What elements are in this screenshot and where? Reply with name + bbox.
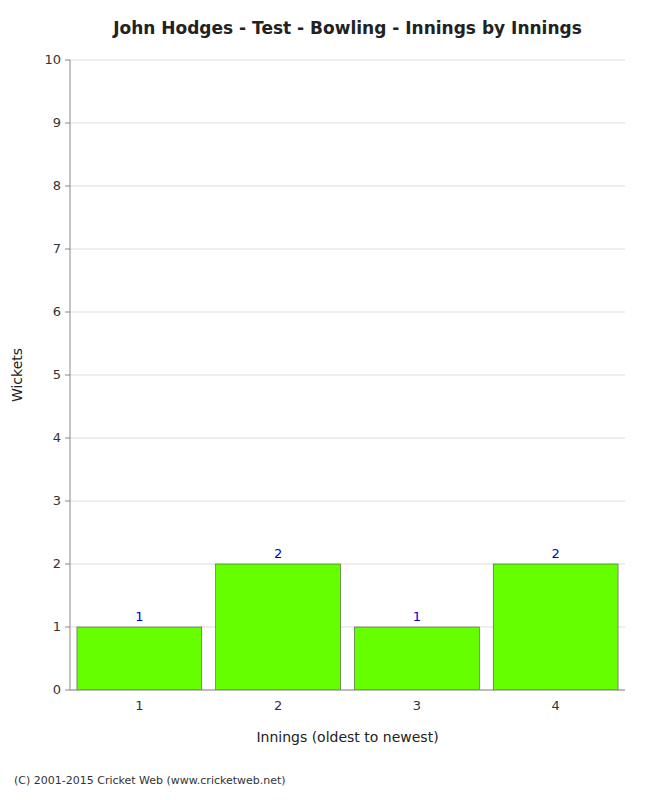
data-label: 2 bbox=[551, 546, 559, 561]
y-tick bbox=[65, 60, 70, 61]
x-axis-label: Innings (oldest to newest) bbox=[256, 729, 438, 745]
grid-line bbox=[70, 249, 625, 250]
y-tick-label: 4 bbox=[53, 430, 61, 445]
grid bbox=[70, 60, 625, 690]
y-tick bbox=[65, 627, 70, 628]
bar bbox=[77, 627, 202, 690]
x-tick-label: 3 bbox=[413, 698, 421, 713]
grid-line bbox=[70, 690, 625, 691]
grid-line bbox=[70, 312, 625, 313]
bar bbox=[354, 627, 479, 690]
y-tick bbox=[65, 312, 70, 313]
chart: 0 1 2 3 4 5 6 7 8 9 10 1 2 1 2 1 2 3 4 John Hodges - Test -… bbox=[0, 0, 650, 800]
grid-line bbox=[70, 60, 625, 61]
y-tick-label: 9 bbox=[53, 115, 61, 130]
data-label: 2 bbox=[274, 546, 282, 561]
y-tick-label: 8 bbox=[53, 178, 61, 193]
grid-line bbox=[70, 186, 625, 187]
y-tick bbox=[65, 375, 70, 376]
y-tick bbox=[65, 438, 70, 439]
y-tick-label: 7 bbox=[53, 241, 61, 256]
y-tick-label: 2 bbox=[53, 556, 61, 571]
y-tick bbox=[65, 501, 70, 502]
y-tick-label: 10 bbox=[44, 52, 61, 67]
footer: (C) 2001-2015 Cricket Web (www.cricketwe… bbox=[14, 774, 286, 787]
y-tick-label: 6 bbox=[53, 304, 61, 319]
data-label: 1 bbox=[413, 609, 421, 624]
y-axis-label: Wickets bbox=[9, 348, 25, 402]
data-label: 1 bbox=[135, 609, 143, 624]
grid-line bbox=[70, 375, 625, 376]
y-tick bbox=[65, 564, 70, 565]
x-axis bbox=[70, 690, 625, 691]
title: John Hodges - Test - Bowling - Innings b… bbox=[112, 18, 582, 38]
y-tick-label: 0 bbox=[53, 682, 61, 697]
grid-line bbox=[70, 438, 625, 439]
x-tick-label: 4 bbox=[551, 698, 559, 713]
x-tick-label: 1 bbox=[135, 698, 143, 713]
y-tick-label: 5 bbox=[53, 367, 61, 382]
y-tick bbox=[65, 690, 70, 691]
y-axis bbox=[70, 60, 71, 690]
bars bbox=[77, 564, 618, 690]
y-tick-label: 1 bbox=[53, 619, 61, 634]
bar bbox=[493, 564, 618, 690]
grid-line bbox=[70, 501, 625, 502]
y-tick bbox=[65, 123, 70, 124]
y-tick bbox=[65, 186, 70, 187]
y-tick-label: 3 bbox=[53, 493, 61, 508]
x-tick-label: 2 bbox=[274, 698, 282, 713]
bar bbox=[216, 564, 341, 690]
grid-line bbox=[70, 123, 625, 124]
y-tick bbox=[65, 249, 70, 250]
